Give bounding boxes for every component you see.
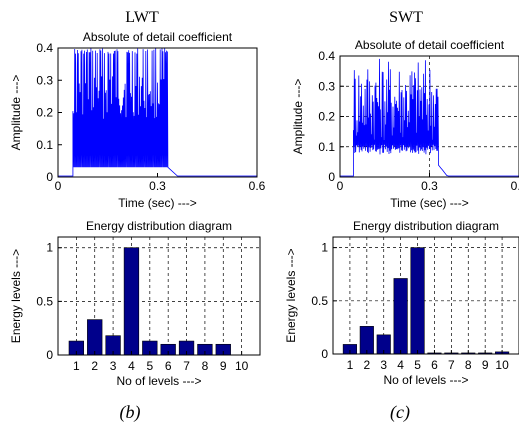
bar bbox=[359, 326, 374, 355]
plot-frame bbox=[57, 236, 261, 356]
x-tick-label: 9 bbox=[220, 359, 227, 373]
x-tick-label: 5 bbox=[414, 358, 421, 372]
y-tick-label: 0.2 bbox=[36, 106, 53, 120]
bar bbox=[87, 319, 103, 356]
x-axis-label: No of levels ---> bbox=[383, 373, 468, 387]
swt-header: SWT bbox=[389, 9, 423, 26]
panel-label-b: (b) bbox=[120, 402, 141, 423]
x-tick-label: 10 bbox=[235, 359, 249, 373]
lwt-detail-chart: Absolute of detail coefficient Time (sec… bbox=[9, 30, 266, 210]
bar bbox=[410, 247, 425, 355]
y-tick-label: 0.3 bbox=[36, 73, 53, 87]
y-axis-label: Energy levels ---> bbox=[284, 248, 298, 342]
lwt-energy-chart: Energy distribution diagram No of levels… bbox=[9, 219, 261, 388]
bar bbox=[393, 278, 408, 355]
y-tick-label: 0.5 bbox=[36, 294, 53, 308]
chart-title: Absolute of detail coefficient bbox=[355, 38, 505, 52]
x-tick-label: 4 bbox=[397, 358, 404, 372]
bar bbox=[123, 247, 140, 356]
y-tick-label: 0.5 bbox=[311, 294, 328, 308]
x-tick-label: 6 bbox=[431, 358, 438, 372]
y-axis-label: Energy levels ---> bbox=[9, 249, 23, 343]
y-tick-label: 0 bbox=[46, 170, 53, 184]
swt-detail-chart: Absolute of detail coefficient Time (sec… bbox=[291, 38, 519, 210]
y-tick-label: 0 bbox=[46, 348, 53, 362]
y-tick-label: 0.2 bbox=[318, 110, 335, 124]
chart-title: Energy distribution diagram bbox=[86, 219, 232, 233]
x-axis-label: No of levels ---> bbox=[116, 374, 201, 388]
panel-label-c: (c) bbox=[390, 402, 410, 423]
y-tick-label: 0.4 bbox=[318, 49, 335, 63]
signal-line bbox=[58, 47, 257, 177]
x-tick-label: 0.3 bbox=[421, 179, 438, 193]
y-axis-label: Amplitude ---> bbox=[291, 79, 305, 155]
x-axis-label: Time (sec) ---> bbox=[390, 196, 469, 210]
x-tick-label: 10 bbox=[495, 358, 509, 372]
y-tick-label: 0.3 bbox=[318, 79, 335, 93]
lwt-header: LWT bbox=[125, 9, 159, 26]
y-tick-label: 0.4 bbox=[36, 41, 53, 55]
x-tick-label: 0.3 bbox=[149, 179, 166, 193]
y-tick-label: 0.1 bbox=[36, 138, 53, 152]
x-tick-label: 5 bbox=[146, 359, 153, 373]
x-axis-label: Time (sec) ---> bbox=[118, 196, 197, 210]
y-tick-label: 0.1 bbox=[318, 140, 335, 154]
x-tick-label: 2 bbox=[363, 358, 370, 372]
x-tick-label: 3 bbox=[380, 358, 387, 372]
plot-frame bbox=[332, 236, 519, 355]
x-tick-label: 2 bbox=[91, 359, 98, 373]
x-tick-label: 4 bbox=[128, 359, 135, 373]
x-tick-label: 7 bbox=[448, 358, 455, 372]
y-tick-label: 0 bbox=[328, 170, 335, 184]
x-tick-label: 0 bbox=[337, 179, 344, 193]
swt-energy-chart: Energy distribution diagram No of levels… bbox=[284, 219, 519, 387]
x-tick-label: 6 bbox=[165, 359, 172, 373]
x-tick-label: 0.6 bbox=[511, 179, 519, 193]
x-tick-label: 0.6 bbox=[249, 179, 266, 193]
y-axis-label: Amplitude ---> bbox=[9, 75, 23, 151]
x-tick-label: 1 bbox=[73, 359, 80, 373]
x-tick-label: 8 bbox=[465, 358, 472, 372]
y-tick-label: 0 bbox=[321, 347, 328, 361]
signal-line bbox=[340, 58, 519, 177]
y-tick-label: 1 bbox=[321, 241, 328, 255]
x-tick-label: 0 bbox=[55, 179, 62, 193]
x-tick-label: 7 bbox=[183, 359, 190, 373]
x-tick-label: 1 bbox=[347, 358, 354, 372]
y-tick-label: 1 bbox=[46, 241, 53, 255]
x-tick-label: 3 bbox=[110, 359, 117, 373]
chart-title: Energy distribution diagram bbox=[353, 219, 499, 233]
x-tick-label: 8 bbox=[202, 359, 209, 373]
chart-title: Absolute of detail coefficient bbox=[83, 30, 233, 44]
x-tick-label: 9 bbox=[482, 358, 489, 372]
